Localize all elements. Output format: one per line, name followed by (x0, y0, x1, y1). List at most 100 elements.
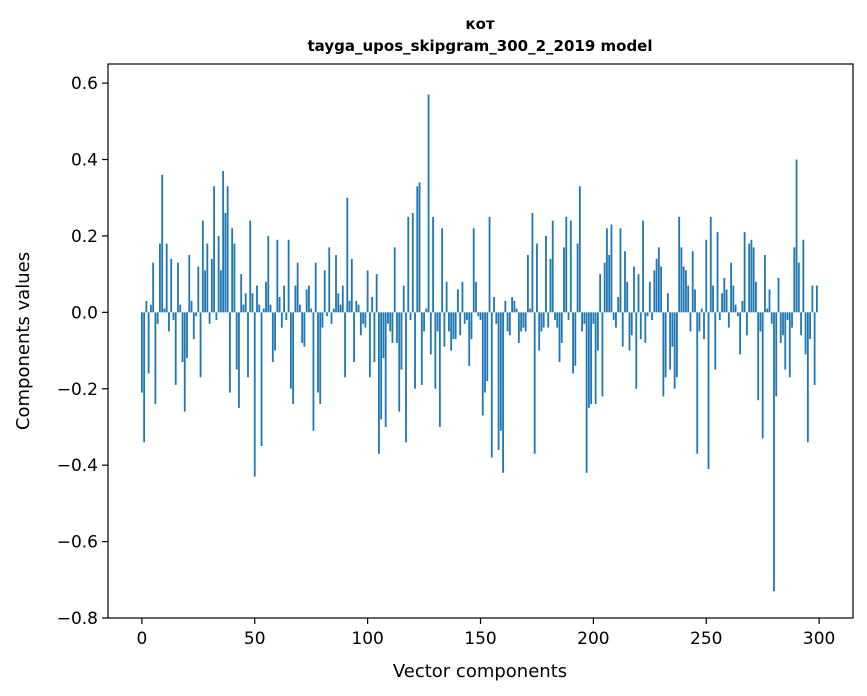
bar-147 (472, 228, 475, 313)
bar-284 (782, 312, 784, 336)
bar-278 (768, 289, 771, 313)
bar-126 (425, 308, 428, 313)
bar-261 (730, 262, 732, 313)
bar-64 (285, 312, 288, 320)
bar-234 (669, 312, 672, 370)
y-tick-label-2: −0.4 (57, 456, 98, 476)
bar-184 (556, 312, 559, 328)
bar-24 (195, 312, 197, 317)
bar-9 (161, 174, 164, 313)
bar-30 (208, 312, 211, 324)
y-tick-label-5: 0.2 (71, 227, 98, 247)
bar-143 (463, 312, 466, 324)
bar-244 (691, 251, 694, 313)
bar-186 (560, 312, 563, 343)
bar-219 (635, 312, 638, 389)
bar-125 (423, 312, 425, 332)
x-tick-label-0: 0 (136, 629, 147, 649)
bar-180 (547, 312, 550, 328)
bar-214 (624, 251, 626, 313)
bar-111 (391, 312, 394, 343)
bar-155 (490, 312, 493, 458)
bar-165 (513, 300, 516, 313)
bar-167 (517, 312, 520, 343)
bar-84 (330, 312, 333, 324)
bar-132 (438, 312, 441, 427)
bar-44 (240, 274, 243, 313)
bar-243 (689, 312, 692, 332)
bar-61 (278, 297, 281, 313)
bar-0 (140, 312, 143, 393)
bar-295 (806, 312, 809, 443)
bar-6 (154, 312, 157, 405)
bar-25 (197, 266, 200, 313)
bar-130 (434, 312, 437, 389)
bar-298 (813, 312, 816, 385)
bar-79 (319, 312, 322, 405)
chart-title: кот (465, 15, 494, 33)
bars-group (140, 94, 818, 592)
x-tick-label-50: 50 (244, 629, 266, 649)
bar-101 (368, 312, 371, 378)
bar-195 (581, 312, 583, 332)
bar-39 (229, 312, 231, 393)
bar-294 (804, 312, 807, 355)
bar-171 (527, 255, 529, 313)
bar-206 (606, 228, 608, 313)
bar-43 (238, 312, 240, 408)
bar-220 (637, 274, 640, 313)
bar-205 (603, 262, 606, 313)
bar-185 (558, 312, 561, 363)
bar-229 (657, 247, 660, 313)
bar-181 (549, 258, 552, 313)
bar-247 (698, 312, 701, 332)
bar-104 (375, 274, 378, 313)
chart-subtitle: tayga_upos_skipgram_300_2_2019 model (308, 37, 653, 55)
bar-59 (274, 312, 276, 351)
bar-136 (447, 312, 450, 332)
bar-217 (630, 312, 633, 336)
bar-267 (743, 232, 746, 313)
bar-37 (224, 213, 227, 313)
bar-47 (247, 312, 249, 378)
bar-138 (452, 312, 455, 340)
bar-286 (786, 312, 789, 320)
y-tick-label-7: 0.6 (71, 74, 98, 94)
bar-191 (572, 312, 574, 374)
bar-28 (204, 270, 206, 313)
bar-196 (583, 312, 586, 324)
bar-42 (235, 312, 238, 370)
bar-255 (716, 232, 719, 313)
bar-162 (506, 312, 509, 332)
bar-75 (310, 308, 313, 313)
bar-274 (759, 312, 762, 332)
bar-113 (396, 312, 398, 343)
bar-240 (682, 266, 685, 313)
bar-166 (515, 308, 518, 313)
bar-144 (466, 312, 468, 320)
y-tick-label-1: −0.6 (57, 533, 98, 553)
bar-77 (314, 262, 317, 313)
bar-51 (256, 285, 258, 313)
bar-265 (739, 312, 742, 355)
bar-153 (486, 312, 489, 382)
bar-218 (633, 266, 635, 313)
bar-74 (308, 285, 310, 313)
bar-159 (499, 312, 502, 431)
bar-57 (269, 304, 272, 313)
bar-239 (680, 247, 683, 313)
bar-170 (524, 312, 527, 332)
bar-236 (673, 312, 676, 389)
bar-146 (470, 312, 473, 340)
bar-176 (538, 312, 541, 351)
bar-87 (337, 293, 340, 313)
bar-183 (554, 312, 556, 320)
bar-118 (407, 216, 410, 313)
bar-116 (402, 285, 405, 313)
bar-263 (734, 304, 737, 313)
bar-85 (332, 308, 335, 313)
bar-71 (301, 312, 304, 343)
bar-105 (378, 312, 380, 454)
bar-100 (366, 270, 369, 313)
